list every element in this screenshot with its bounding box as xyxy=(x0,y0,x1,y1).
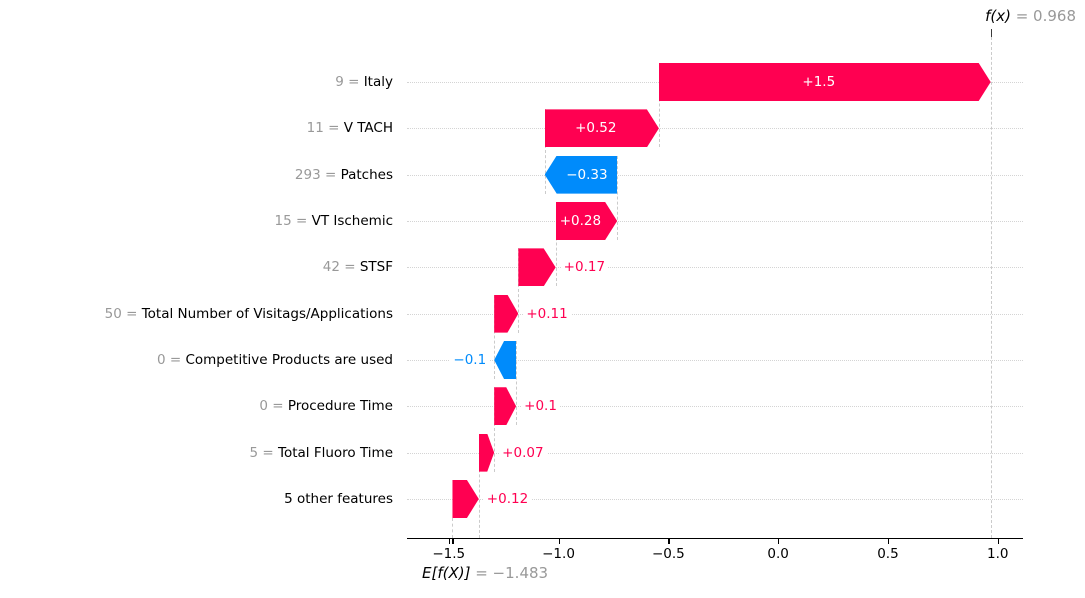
feature-value-prefix: 5 = xyxy=(249,444,278,461)
row-gridline xyxy=(407,220,1023,222)
fx-title-math: f(x) xyxy=(985,7,1011,25)
feature-label: 293 = Patches xyxy=(295,165,393,185)
bar-value-label: −0.1 xyxy=(450,349,490,370)
bar-value-label: +0.07 xyxy=(499,442,547,463)
feature-value-prefix: 11 = xyxy=(306,120,344,137)
feature-label: 15 = VT Ischemic xyxy=(275,211,393,231)
feature-label: 0 = Competitive Products are used xyxy=(157,350,393,370)
row-gridline xyxy=(407,313,1023,315)
bar-connector-line xyxy=(478,433,480,538)
waterfall-bar xyxy=(544,109,659,148)
base-dashed-line xyxy=(452,517,454,538)
expected-value-number: = −1.483 xyxy=(470,564,549,582)
bar-value-label: −0.33 xyxy=(566,166,608,183)
bar-value-label: +0.52 xyxy=(575,120,617,137)
row-gridline xyxy=(407,498,1023,500)
waterfall-bar xyxy=(494,387,517,426)
feature-label: 0 = Procedure Time xyxy=(259,396,393,416)
x-tick-mark xyxy=(668,539,670,544)
fx-title: f(x) = 0.968 xyxy=(985,7,1076,25)
fx-dashed-line xyxy=(990,37,992,538)
feature-label: 11 = V TACH xyxy=(307,118,393,138)
bar-connector-line xyxy=(617,155,619,240)
bar-value-label: +0.28 xyxy=(559,212,602,229)
x-tick-label: −1.5 xyxy=(432,546,466,562)
feature-value-prefix: 0 = xyxy=(259,398,288,415)
feature-name: Total Number of Visitags/Applications xyxy=(141,305,393,322)
feature-name: Total Fluoro Time xyxy=(278,444,393,461)
feature-name: Italy xyxy=(363,74,393,90)
feature-name: Competitive Products are used xyxy=(185,351,393,368)
feature-name: VT Ischemic xyxy=(311,212,393,229)
x-tick-label: 0.0 xyxy=(767,546,789,562)
feature-name: V TACH xyxy=(343,120,393,137)
bar-value-label: +1.5 xyxy=(802,74,836,90)
feature-value-prefix: 15 = xyxy=(274,212,312,229)
bar-connector-line xyxy=(658,63,660,148)
bar-connector-line xyxy=(516,340,518,426)
row-gridline xyxy=(407,359,1023,361)
feature-value-prefix: 42 = xyxy=(322,259,360,276)
x-tick-label: 1.0 xyxy=(986,546,1009,562)
row-gridline xyxy=(407,128,1023,130)
feature-name: 5 other features xyxy=(284,490,393,507)
bar-value-label: +0.1 xyxy=(521,396,560,417)
feature-name: Procedure Time xyxy=(287,398,393,415)
feature-value-prefix: 0 = xyxy=(156,351,186,368)
feature-label: 5 = Total Fluoro Time xyxy=(250,443,393,463)
x-axis-line xyxy=(407,538,1023,539)
row-gridline xyxy=(407,452,1023,454)
bar-connector-line xyxy=(555,201,557,287)
expected-value-math: E[f(X)] xyxy=(422,564,471,582)
feature-label: 5 other features xyxy=(284,489,393,509)
bar-connector-line xyxy=(518,248,520,333)
x-tick-mark xyxy=(887,539,890,544)
bar-value-label: +0.11 xyxy=(523,303,571,324)
feature-value-prefix: 50 = xyxy=(104,305,142,322)
waterfall-bar xyxy=(478,433,495,472)
feature-label: 42 = STSF xyxy=(323,257,393,277)
waterfall-bar xyxy=(494,340,517,379)
waterfall-bar xyxy=(518,248,556,287)
bar-connector-line xyxy=(544,109,546,194)
x-tick-label: −0.5 xyxy=(651,546,685,562)
row-gridline xyxy=(407,174,1023,176)
row-gridline xyxy=(407,406,1023,408)
row-gridline xyxy=(407,267,1023,269)
base-tick-mark xyxy=(452,539,454,544)
bar-connector-line xyxy=(494,387,496,472)
waterfall-bar xyxy=(555,201,618,240)
feature-name: STSF xyxy=(359,259,393,276)
feature-label: 9 = Italy xyxy=(335,72,393,92)
x-tick-label: −1.0 xyxy=(542,546,575,562)
bar-value-label: +0.17 xyxy=(560,257,609,278)
waterfall-bar xyxy=(494,294,519,333)
feature-label: 50 = Total Number of Visitags/Applicatio… xyxy=(105,304,393,324)
fx-title-value: = 0.968 xyxy=(1010,7,1076,25)
waterfall-bar xyxy=(658,63,991,101)
x-tick-mark xyxy=(778,539,780,544)
bar-connector-line xyxy=(494,294,496,379)
x-tick-label: 0.5 xyxy=(877,546,899,562)
feature-value-prefix: 293 = xyxy=(294,166,341,183)
fx-tick-mark xyxy=(990,29,993,37)
feature-value-prefix: 9 = xyxy=(335,74,364,90)
feature-name: Patches xyxy=(340,166,393,183)
waterfall-bar xyxy=(544,155,618,194)
bar-value-label: +0.12 xyxy=(483,488,532,509)
waterfall-bar xyxy=(452,479,479,518)
x-tick-mark xyxy=(997,539,1000,544)
x-tick-mark xyxy=(558,539,560,544)
x-tick-mark xyxy=(448,539,451,544)
expected-value-label: E[f(X)] = −1.483 xyxy=(422,564,548,582)
